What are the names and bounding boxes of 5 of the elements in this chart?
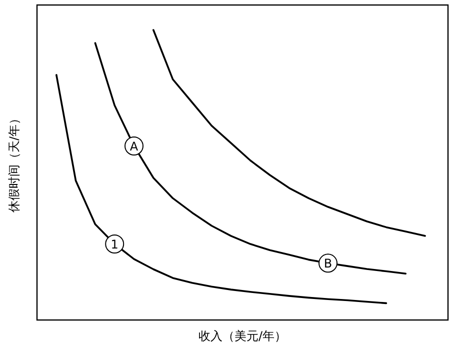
x-axis-title: 收入（美元/年） bbox=[198, 329, 287, 343]
annotation: 1 bbox=[110, 238, 118, 252]
annotation: A bbox=[130, 140, 139, 154]
y-axis-title: 休假时间（天/年） bbox=[7, 112, 21, 213]
annotation: B bbox=[324, 256, 332, 271]
